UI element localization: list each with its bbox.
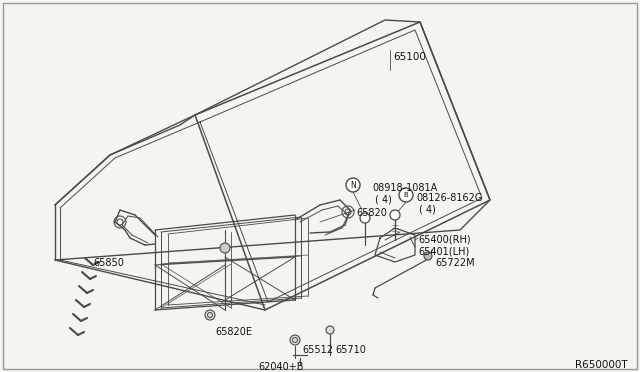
Circle shape (390, 210, 400, 220)
Text: 65850: 65850 (93, 258, 124, 268)
Text: 08126-8162G: 08126-8162G (416, 193, 483, 203)
Text: 65710: 65710 (335, 345, 366, 355)
Text: 65100: 65100 (393, 52, 426, 62)
Circle shape (205, 310, 215, 320)
Text: ( 4): ( 4) (375, 195, 392, 205)
Text: 65820E: 65820E (215, 327, 252, 337)
Circle shape (290, 335, 300, 345)
Text: 62040+B: 62040+B (258, 362, 303, 372)
Text: 65820: 65820 (356, 208, 387, 218)
Circle shape (326, 326, 334, 334)
Circle shape (360, 213, 370, 223)
Circle shape (424, 252, 432, 260)
Text: 65722M: 65722M (435, 258, 475, 268)
Text: N: N (350, 180, 356, 189)
Circle shape (220, 243, 230, 253)
Text: 65401(LH): 65401(LH) (418, 247, 469, 257)
Text: 65512: 65512 (302, 345, 333, 355)
Text: 08918-1081A: 08918-1081A (372, 183, 437, 193)
Circle shape (399, 188, 413, 202)
Circle shape (346, 178, 360, 192)
Text: R650000T: R650000T (575, 360, 628, 370)
Text: B: B (404, 192, 408, 198)
Text: ( 4): ( 4) (419, 205, 436, 215)
Text: 65400(RH): 65400(RH) (418, 235, 470, 245)
